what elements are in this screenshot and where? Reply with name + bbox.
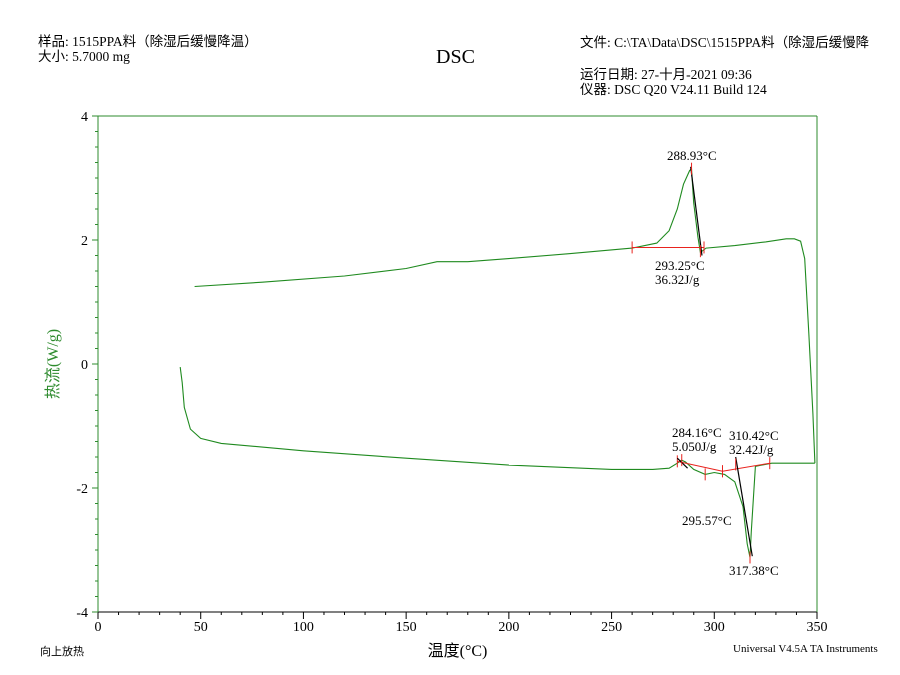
annotation-label: 288.93°C (667, 148, 717, 163)
x-tick-label: 100 (293, 620, 314, 635)
annotation-label: 295.57°C (682, 513, 732, 528)
onset-tangent-line (735, 456, 753, 557)
annotation-label: 36.32J/g (655, 272, 700, 287)
x-tick-label: 300 (704, 620, 725, 635)
curve-cooling (179, 367, 815, 558)
annotation-label: 284.16°C (672, 425, 722, 440)
onset-tangent-line (676, 457, 688, 469)
curve-heating (194, 167, 816, 464)
size-line: 大小: 5.7000 mg (38, 49, 130, 64)
instrument-line: 仪器: DSC Q20 V24.11 Build 124 (580, 82, 767, 97)
x-tick-label: 0 (95, 620, 102, 635)
annotation-label: 5.050J/g (672, 439, 717, 454)
integration-baseline (677, 460, 723, 472)
annotation-label: 32.42J/g (729, 442, 774, 457)
software-label: Universal V4.5A TA Instruments (733, 643, 878, 655)
x-tick-label: 250 (601, 620, 622, 635)
exo-up-label: 向上放热 (40, 646, 84, 658)
x-tick-label: 200 (498, 620, 519, 635)
annotation-label: 293.25°C (655, 258, 705, 273)
integration-baseline (722, 462, 770, 472)
chart-title: DSC (436, 46, 475, 68)
annotation-label: 317.38°C (729, 563, 779, 578)
y-tick-label: 0 (81, 358, 88, 373)
sample-line: 样品: 1515PPA料（除湿后缓慢降温） (38, 34, 258, 49)
y-tick-label: 2 (81, 234, 88, 249)
run-date-line: 运行日期: 27-十月-2021 09:36 (580, 67, 752, 82)
y-tick-label: 4 (81, 110, 88, 125)
annotation-label: 310.42°C (729, 428, 779, 443)
y-axis-label: 热流(W/g) (44, 329, 62, 399)
y-tick-label: -2 (76, 482, 88, 497)
x-tick-label: 150 (396, 620, 417, 635)
x-tick-label: 350 (807, 620, 828, 635)
x-tick-label: 50 (194, 620, 208, 635)
y-tick-label: -4 (76, 606, 88, 621)
onset-tangent-line (690, 166, 703, 256)
x-axis-label: 温度(°C) (428, 642, 488, 660)
file-line: 文件: C:\TA\Data\DSC\1515PPA料（除湿后缓慢降 (580, 35, 870, 50)
